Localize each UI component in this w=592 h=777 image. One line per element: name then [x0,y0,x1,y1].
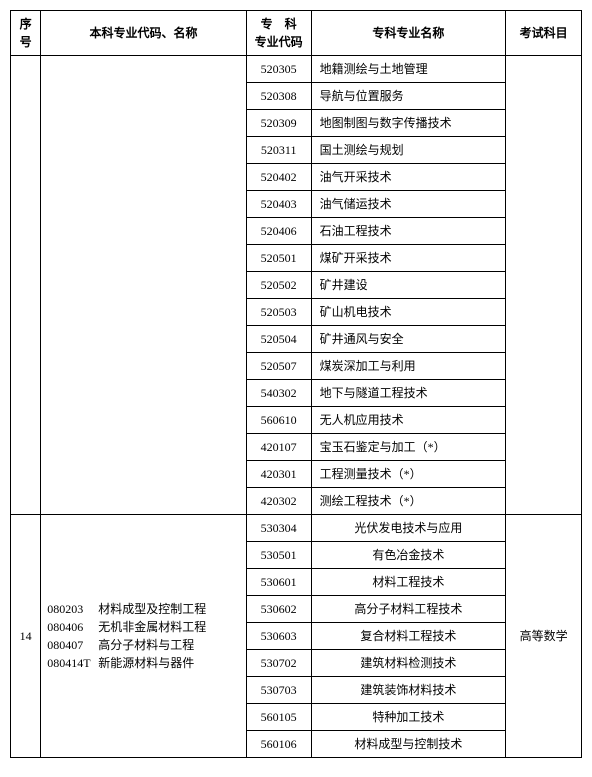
major-cell: 080203 材料成型及控制工程080406 无机非金属材料工程080407 高… [41,515,246,758]
sub-code-cell: 520406 [246,218,311,245]
exam-cell: 高等数学 [506,515,582,758]
table-row: 14080203 材料成型及控制工程080406 无机非金属材料工程080407… [11,515,582,542]
major-line: 080407 高分子材料与工程 [47,636,242,654]
sub-code-cell: 530603 [246,623,311,650]
major-line: 080203 材料成型及控制工程 [47,600,242,618]
table-header-row: 序号 本科专业代码、名称 专 科 专业代码 专科专业名称 考试科目 [11,11,582,56]
sub-code-cell: 520502 [246,272,311,299]
sub-code-cell: 520305 [246,56,311,83]
major-name: 材料成型及控制工程 [98,602,206,616]
sub-name-cell: 地图制图与数字传播技术 [311,110,506,137]
sub-code-cell: 530702 [246,650,311,677]
sub-code-cell: 420302 [246,488,311,515]
exam-cell [506,56,582,515]
sub-code-cell: 530304 [246,515,311,542]
sub-name-cell: 导航与位置服务 [311,83,506,110]
sub-name-cell: 煤炭深加工与利用 [311,353,506,380]
sub-name-cell: 地下与隧道工程技术 [311,380,506,407]
sub-code-cell: 560105 [246,704,311,731]
th-name: 专科专业名称 [311,11,506,56]
major-line: 080406 无机非金属材料工程 [47,618,242,636]
major-cell [41,56,246,515]
sub-name-cell: 特种加工技术 [311,704,506,731]
sub-code-cell: 520403 [246,191,311,218]
sub-code-cell: 520311 [246,137,311,164]
sub-name-cell: 高分子材料工程技术 [311,596,506,623]
seq-cell: 14 [11,515,41,758]
sub-code-cell: 560106 [246,731,311,758]
major-code: 080203 [47,600,95,618]
seq-cell [11,56,41,515]
sub-name-cell: 无人机应用技术 [311,407,506,434]
major-name: 无机非金属材料工程 [98,620,206,634]
sub-code-cell: 520503 [246,299,311,326]
sub-code-cell: 420107 [246,434,311,461]
sub-code-cell: 520501 [246,245,311,272]
major-name: 新能源材料与器件 [98,656,194,670]
major-code: 080414T [47,654,95,672]
sub-code-cell: 560610 [246,407,311,434]
sub-name-cell: 宝玉石鉴定与加工（*） [311,434,506,461]
sub-name-cell: 测绘工程技术（*） [311,488,506,515]
sub-name-cell: 油气储运技术 [311,191,506,218]
sub-name-cell: 复合材料工程技术 [311,623,506,650]
sub-name-cell: 光伏发电技术与应用 [311,515,506,542]
sub-name-cell: 矿井通风与安全 [311,326,506,353]
sub-code-cell: 520402 [246,164,311,191]
major-line: 080414T 新能源材料与器件 [47,654,242,672]
th-exam: 考试科目 [506,11,582,56]
sub-name-cell: 油气开采技术 [311,164,506,191]
sub-name-cell: 有色冶金技术 [311,542,506,569]
sub-name-cell: 矿井建设 [311,272,506,299]
th-code: 专 科 专业代码 [246,11,311,56]
sub-name-cell: 建筑装饰材料技术 [311,677,506,704]
th-code-line1: 专 科 [250,15,308,33]
sub-code-cell: 540302 [246,380,311,407]
sub-name-cell: 地籍测绘与土地管理 [311,56,506,83]
sub-name-cell: 材料工程技术 [311,569,506,596]
major-code: 080407 [47,636,95,654]
sub-code-cell: 520507 [246,353,311,380]
majors-table: 序号 本科专业代码、名称 专 科 专业代码 专科专业名称 考试科目 520305… [10,10,582,758]
sub-code-cell: 520308 [246,83,311,110]
sub-code-cell: 520504 [246,326,311,353]
sub-code-cell: 530501 [246,542,311,569]
sub-name-cell: 国土测绘与规划 [311,137,506,164]
sub-name-cell: 工程测量技术（*） [311,461,506,488]
major-code: 080406 [47,618,95,636]
major-name: 高分子材料与工程 [98,638,194,652]
sub-name-cell: 煤矿开采技术 [311,245,506,272]
table-body: 520305地籍测绘与土地管理520308导航与位置服务520309地图制图与数… [11,56,582,758]
sub-name-cell: 矿山机电技术 [311,299,506,326]
sub-code-cell: 420301 [246,461,311,488]
th-code-line2: 专业代码 [250,33,308,51]
table-row: 520305地籍测绘与土地管理 [11,56,582,83]
sub-code-cell: 530601 [246,569,311,596]
sub-code-cell: 530602 [246,596,311,623]
th-seq: 序号 [11,11,41,56]
sub-name-cell: 材料成型与控制技术 [311,731,506,758]
sub-code-cell: 520309 [246,110,311,137]
sub-name-cell: 建筑材料检测技术 [311,650,506,677]
sub-name-cell: 石油工程技术 [311,218,506,245]
sub-code-cell: 530703 [246,677,311,704]
th-major: 本科专业代码、名称 [41,11,246,56]
